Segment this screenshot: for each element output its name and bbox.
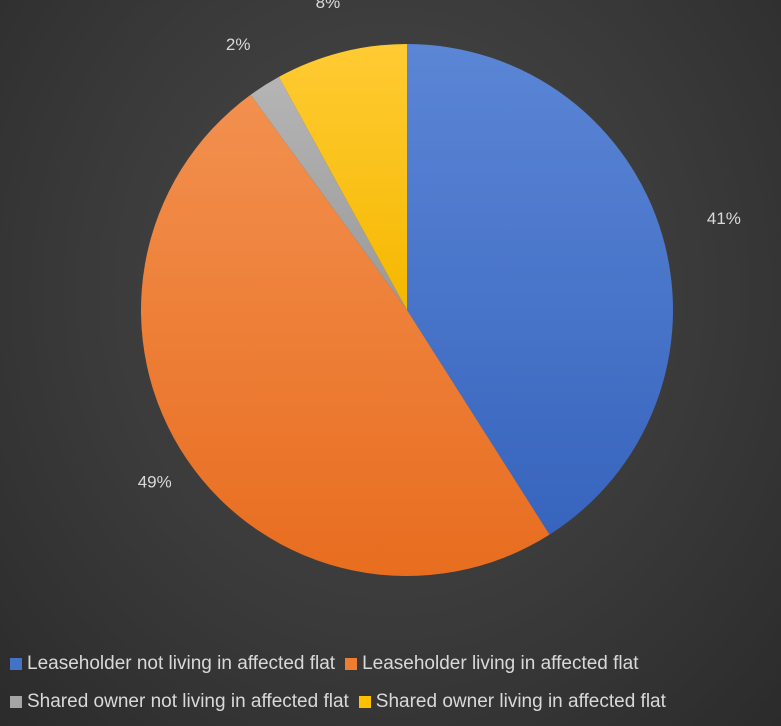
data-label: 41% <box>707 209 741 228</box>
legend: Leaseholder not living in affected flat … <box>10 652 781 714</box>
pie-slice <box>140 94 550 577</box>
pie-slice <box>250 76 407 310</box>
legend-item: Leaseholder not living in affected flat <box>10 652 335 676</box>
data-label: 8% <box>316 0 341 12</box>
legend-swatch <box>358 696 371 708</box>
legend-swatch <box>10 658 22 670</box>
legend-swatch <box>10 696 22 708</box>
legend-item: Leaseholder living in affected flat <box>345 652 638 676</box>
legend-swatch <box>345 658 358 670</box>
data-label: 2% <box>226 35 251 54</box>
legend-label: Shared owner not living in affected flat <box>27 691 349 712</box>
data-label: 49% <box>138 472 172 491</box>
legend-item: Shared owner living in affected flat <box>358 690 666 714</box>
legend-label: Leaseholder living in affected flat <box>362 653 639 674</box>
legend-label: Leaseholder not living in affected flat <box>27 653 336 674</box>
pie-slice <box>407 44 674 535</box>
legend-item: Shared owner not living in affected flat <box>10 690 349 714</box>
pie-slice <box>278 44 407 310</box>
legend-label: Shared owner living in affected flat <box>375 691 666 712</box>
